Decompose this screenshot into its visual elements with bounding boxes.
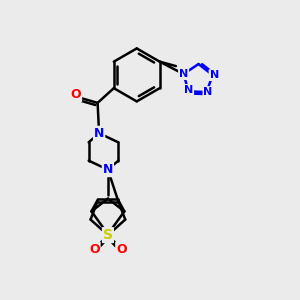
Text: N: N	[184, 85, 193, 95]
Text: S: S	[103, 228, 113, 242]
Text: O: O	[70, 88, 81, 101]
Text: O: O	[116, 243, 127, 256]
Text: N: N	[179, 69, 188, 79]
Text: N: N	[94, 127, 104, 140]
Text: N: N	[209, 70, 219, 80]
Text: N: N	[103, 163, 113, 176]
Text: O: O	[89, 243, 100, 256]
Text: N: N	[203, 87, 213, 97]
